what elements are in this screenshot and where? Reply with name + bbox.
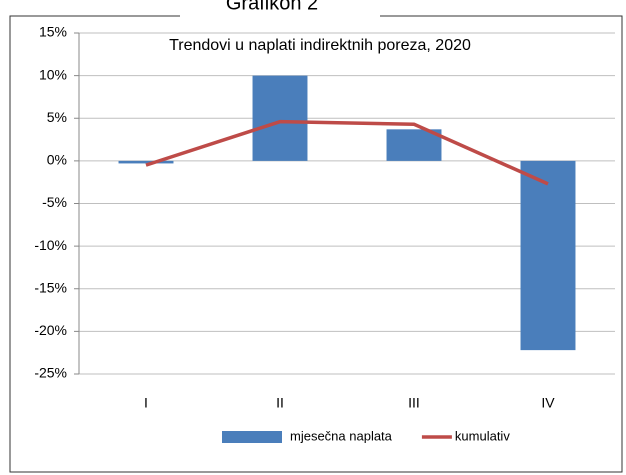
bar [520,160,576,351]
x-tick-label: IV [541,395,555,411]
legend-label: mjesečna naplata [290,428,393,443]
y-tick-label: -15% [34,279,67,295]
x-tick-label: I [144,395,148,411]
legend-swatch [222,431,282,443]
y-tick-label: 0% [47,152,67,168]
bar [118,160,174,164]
chart-title: Trendovi u naplati indirektnih poreza, 2… [169,37,471,54]
line [145,119,549,186]
chart-heading: Grafikon 2 [226,0,318,14]
bar [252,75,308,161]
bar [386,129,442,161]
y-tick-label: -25% [34,365,67,381]
legend-label: kumulativ [455,428,510,443]
x-tick-label: III [408,395,420,411]
heading-mask [180,0,380,18]
y-tick-label: -20% [34,322,67,338]
x-tick-label: II [276,395,284,411]
y-tick-label: -10% [34,237,67,253]
y-tick-label: -5% [42,194,67,210]
chart-frame [9,15,623,473]
y-tick-label: 15% [39,24,67,40]
y-tick-label: 10% [39,66,67,82]
y-tick-label: 5% [47,109,67,125]
